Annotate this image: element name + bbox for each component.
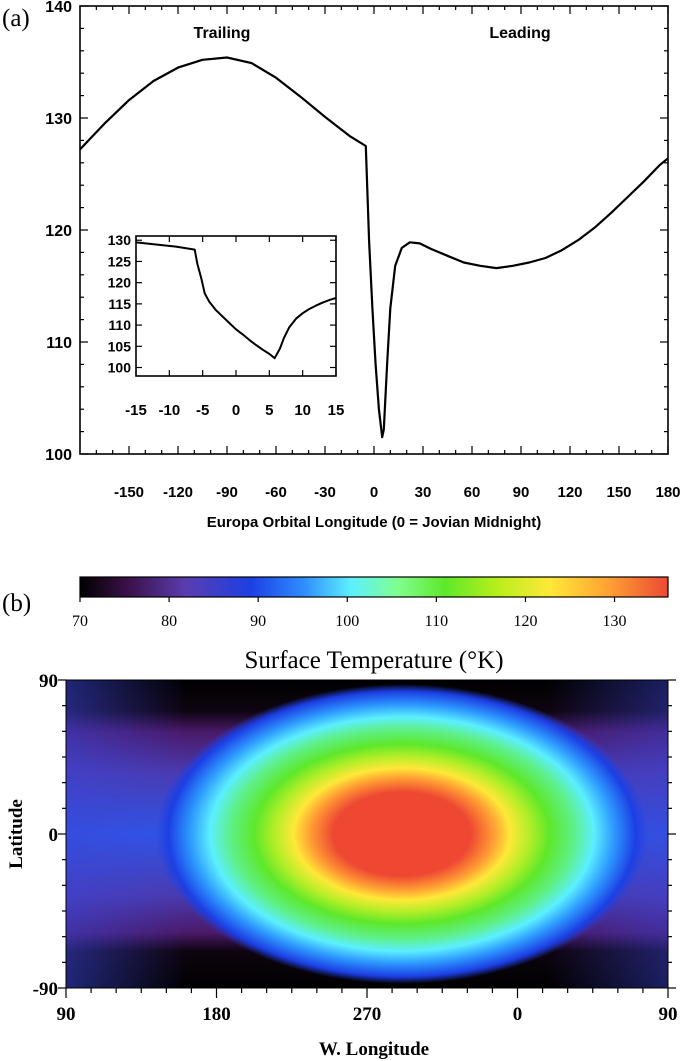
panel-b-y-ticks: 90 0 -90 (33, 671, 676, 1000)
heatmap-title: Surface Temperature (°K) (244, 647, 503, 674)
panel-a-x-axis-label: Europa Orbital Longitude (0 = Jovian Mid… (207, 514, 542, 531)
x-tick-label: -60 (265, 484, 287, 501)
colorbar-tick-label: 90 (250, 613, 266, 630)
leading-annotation: Leading (489, 25, 550, 42)
inset-y-tick-label: 105 (108, 338, 132, 354)
panel-b-heatmap: 90 180 270 0 90 90 0 -90 W. Longitude Latitude (6, 671, 678, 1060)
y-tick-label: 110 (46, 335, 72, 352)
heatmap-y-tick-label: 90 (39, 671, 58, 692)
panel-a-x-ticks: -150 -120 -90 -60 -30 0 30 60 90 120 150 180 (95, 6, 681, 501)
x-tick-label: 60 (464, 484, 481, 501)
colorbar-tick-label: 110 (425, 613, 448, 630)
colorbar-tick-label: 100 (335, 613, 359, 630)
y-tick-label: 120 (45, 223, 72, 240)
panel-b-label: (b) (2, 590, 31, 617)
x-tick-label: 90 (513, 484, 530, 501)
x-tick-label: 150 (606, 484, 631, 501)
heatmap-hotspot (156, 684, 648, 984)
inset-y-tick-label: 120 (108, 275, 132, 291)
inset-y-tick-label: 130 (108, 232, 132, 248)
inset-frame (135, 235, 337, 377)
x-tick-label: 180 (655, 484, 680, 501)
x-tick-label: 120 (557, 484, 582, 501)
x-tick-label: -120 (163, 484, 193, 501)
inset-x-tick-label: 0 (232, 402, 240, 419)
inset-x-tick-label: -10 (158, 402, 180, 419)
panel-a-plot: -150 -120 -90 -60 -30 0 30 60 90 120 150 180 100110… (45, 0, 680, 531)
heatmap-x-tick-label: 180 (202, 1004, 231, 1025)
colorbar-tick-label: 130 (603, 613, 627, 630)
panel-b-x-axis-label: W. Longitude (319, 1039, 429, 1060)
colorbar-tick-label: 80 (161, 613, 177, 630)
panel-b-x-ticks: 90 180 270 0 90 (57, 988, 678, 1025)
inset-x-tick-label: 5 (265, 402, 273, 419)
heatmap-y-tick-label: 0 (49, 825, 59, 846)
panel-a-inset: -15 -10 -5 0 5 10 15 100 105 110 115 120 125 130 (108, 232, 345, 419)
heatmap-x-tick-label: 90 (659, 1004, 678, 1025)
x-tick-label: -150 (114, 484, 144, 501)
panel-a-label: (a) (2, 5, 30, 32)
x-tick-label: 0 (370, 484, 378, 501)
heatmap-x-tick-label: 270 (353, 1004, 382, 1025)
inset-x-ticks: -15 -10 -5 0 5 10 15 (125, 236, 344, 419)
y-tick-label: 140 (45, 0, 72, 16)
inset-temperature-curve (135, 241, 337, 360)
heatmap-x-tick-label: 90 (57, 1004, 76, 1025)
inset-x-tick-label: 15 (328, 402, 345, 419)
y-tick-label: 100 (45, 447, 72, 464)
inset-y-tick-label: 115 (108, 296, 131, 312)
colorbar-tick-label: 120 (513, 613, 537, 630)
panel-a-temperature-curve (79, 56, 669, 439)
x-tick-label: -90 (216, 484, 238, 501)
inset-x-tick-label: -5 (196, 402, 209, 419)
x-tick-label: 30 (415, 484, 432, 501)
colorbar-ticks: 70 80 90 100 110 120 130 (72, 597, 627, 630)
trailing-annotation: Trailing (194, 25, 251, 42)
inset-x-tick-label: 10 (294, 402, 311, 419)
heatmap-x-tick-label: 0 (513, 1004, 523, 1025)
y-tick-label: 130 (45, 111, 72, 128)
heatmap-y-tick-label: -90 (33, 979, 58, 1000)
inset-x-tick-label: -15 (125, 402, 147, 419)
inset-y-ticks: 100 105 110 115 120 125 130 (108, 232, 336, 376)
colorbar: 70 80 90 100 110 120 130 (72, 576, 669, 630)
inset-y-tick-label: 110 (108, 317, 131, 333)
heatmap-field (66, 680, 668, 988)
colorbar-tick-label: 70 (72, 613, 88, 630)
colorbar-gradient (79, 576, 669, 598)
panel-b-y-axis-label: Latitude (6, 799, 27, 869)
inset-y-tick-label: 100 (108, 360, 132, 376)
x-tick-label: -30 (314, 484, 336, 501)
inset-y-tick-label: 125 (108, 253, 132, 269)
